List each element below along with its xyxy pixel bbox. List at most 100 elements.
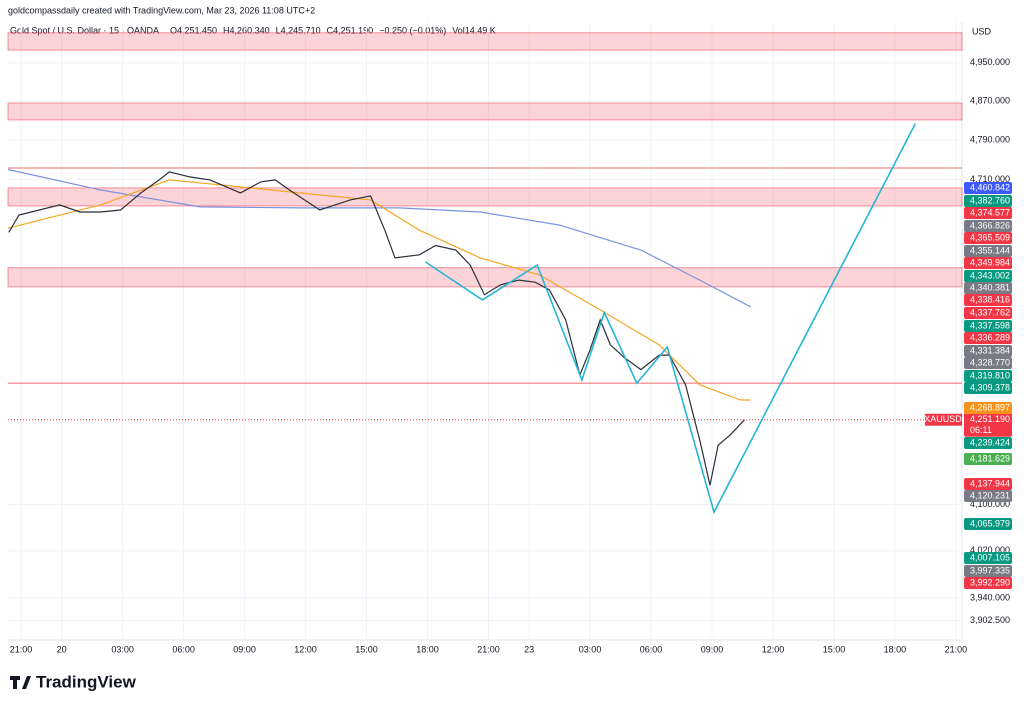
price-label: 4,337.598 xyxy=(970,320,1010,330)
price-label: 4,328.770 xyxy=(970,357,1010,367)
currency: USD xyxy=(972,26,992,36)
symbol-tag xyxy=(925,413,962,426)
price-label-box xyxy=(964,257,1012,269)
y-tick-label: 4,870.000 xyxy=(970,95,1010,105)
price-label-box xyxy=(964,453,1012,465)
price-label-box xyxy=(964,182,1012,194)
price-label: 4,366.826 xyxy=(970,220,1010,230)
price-label-box xyxy=(964,382,1012,394)
zone xyxy=(7,102,963,121)
brand: TradingView xyxy=(36,672,137,691)
y-tick-label: 3,902.500 xyxy=(970,615,1010,625)
price-label: 4,181.629 xyxy=(970,453,1010,463)
price-label: 4,338.416 xyxy=(970,294,1010,304)
x-tick-label: 15:00 xyxy=(823,644,846,654)
y-tick-label: 3,940.000 xyxy=(970,592,1010,602)
price-label: 4,337.762 xyxy=(970,307,1010,317)
last-price-box xyxy=(964,412,1012,437)
price-label: 3,997.335 xyxy=(970,565,1010,575)
price-label-box xyxy=(964,232,1012,244)
ohlc-value: −0.250 (−0.01%) xyxy=(379,25,446,35)
price-label-box xyxy=(964,195,1012,207)
last-price-label: 4,251.190 xyxy=(970,414,1010,424)
price-label-box xyxy=(964,220,1012,232)
price-label-box xyxy=(964,307,1012,319)
series-line xyxy=(8,171,745,486)
price-label-box xyxy=(964,270,1012,282)
price-label-box xyxy=(964,294,1012,306)
x-tick-label: 18:00 xyxy=(416,644,439,654)
price-label: 4,331.384 xyxy=(970,345,1010,355)
price-label: 4,355.144 xyxy=(970,245,1010,255)
price-label: 4,007.105 xyxy=(970,552,1010,562)
price-label: 4,349.984 xyxy=(970,257,1010,267)
x-tick-label: 03:00 xyxy=(111,644,134,654)
ohlc-value: O4,251.450 xyxy=(170,25,217,35)
series-line xyxy=(7,168,751,308)
price-label: 4,343.002 xyxy=(970,270,1010,280)
price-label: 4,374.577 xyxy=(970,207,1010,217)
symbol: Gold Spot / U.S. Dollar · 15 · OANDA xyxy=(10,25,159,35)
y-tick-label: 4,950.000 xyxy=(970,57,1010,67)
price-label: 4,268.897 xyxy=(970,402,1010,412)
x-tick-label: 06:00 xyxy=(640,644,663,654)
price-label: 4,365.509 xyxy=(970,232,1010,242)
x-tick-label: 18:00 xyxy=(884,644,907,654)
price-label-box xyxy=(964,207,1012,219)
x-tick-label: 15:00 xyxy=(355,644,378,654)
x-tick-label: 09:00 xyxy=(701,644,724,654)
price-label-box xyxy=(964,577,1012,589)
zone xyxy=(7,267,963,288)
price-label-box xyxy=(964,370,1012,382)
x-tick-label: 12:00 xyxy=(294,644,317,654)
x-tick-label: 12:00 xyxy=(762,644,785,654)
price-label: 4,120.231 xyxy=(970,490,1010,500)
y-tick-label: 4,710.000 xyxy=(970,174,1010,184)
ohlc-value: L4,245.710 xyxy=(276,25,321,35)
price-label-box xyxy=(964,552,1012,564)
price-label: 4,319.810 xyxy=(970,370,1010,380)
x-tick-label: 21:00 xyxy=(945,644,968,654)
price-label-box xyxy=(964,490,1012,502)
price-label-box xyxy=(964,282,1012,294)
x-tick-label: 23 xyxy=(524,644,534,654)
brand-logo xyxy=(10,676,31,689)
price-label: 4,065.979 xyxy=(970,518,1010,528)
series-line xyxy=(425,123,917,515)
price-label-box xyxy=(964,518,1012,530)
x-tick-label: 09:00 xyxy=(233,644,256,654)
zone xyxy=(7,187,963,207)
zone xyxy=(7,32,963,51)
price-label: 4,460.842 xyxy=(970,182,1010,192)
ohlc-value: H4,260.340 xyxy=(223,25,270,35)
x-tick-label: 21:00 xyxy=(10,644,33,654)
price-label: 4,340.381 xyxy=(970,282,1010,292)
price-label: 4,309.378 xyxy=(970,382,1010,392)
price-label: 4,137.944 xyxy=(970,478,1010,488)
ohlc-value: C4,251.190 xyxy=(327,25,374,35)
x-tick-label: 21:00 xyxy=(477,644,500,654)
x-tick-label: 20 xyxy=(57,644,67,654)
price-label: 3,992.290 xyxy=(970,577,1010,587)
price-label-box xyxy=(964,478,1012,490)
price-label: 4,336.289 xyxy=(970,332,1010,342)
ohlc-value: Vol14.49 K xyxy=(452,25,496,35)
price-label-box xyxy=(964,402,1012,414)
price-label-box xyxy=(964,437,1012,449)
price-label: 4,239.424 xyxy=(970,437,1010,447)
price-label-box xyxy=(964,357,1012,369)
credit: goldcompassdaily created with TradingVie… xyxy=(8,5,315,15)
y-tick-label: 4,790.000 xyxy=(970,134,1010,144)
x-tick-label: 03:00 xyxy=(579,644,602,654)
countdown: 06:11 xyxy=(970,425,992,435)
series-line xyxy=(7,179,751,401)
price-label-box xyxy=(964,565,1012,577)
symbol-tag-text: XAUUSD xyxy=(924,414,962,424)
price-label-box xyxy=(964,320,1012,332)
price-label: 4,382.760 xyxy=(970,195,1010,205)
y-tick-label: 4,020.000 xyxy=(970,545,1010,555)
price-label-box xyxy=(964,345,1012,357)
price-label-box xyxy=(964,245,1012,257)
x-tick-label: 06:00 xyxy=(172,644,195,654)
